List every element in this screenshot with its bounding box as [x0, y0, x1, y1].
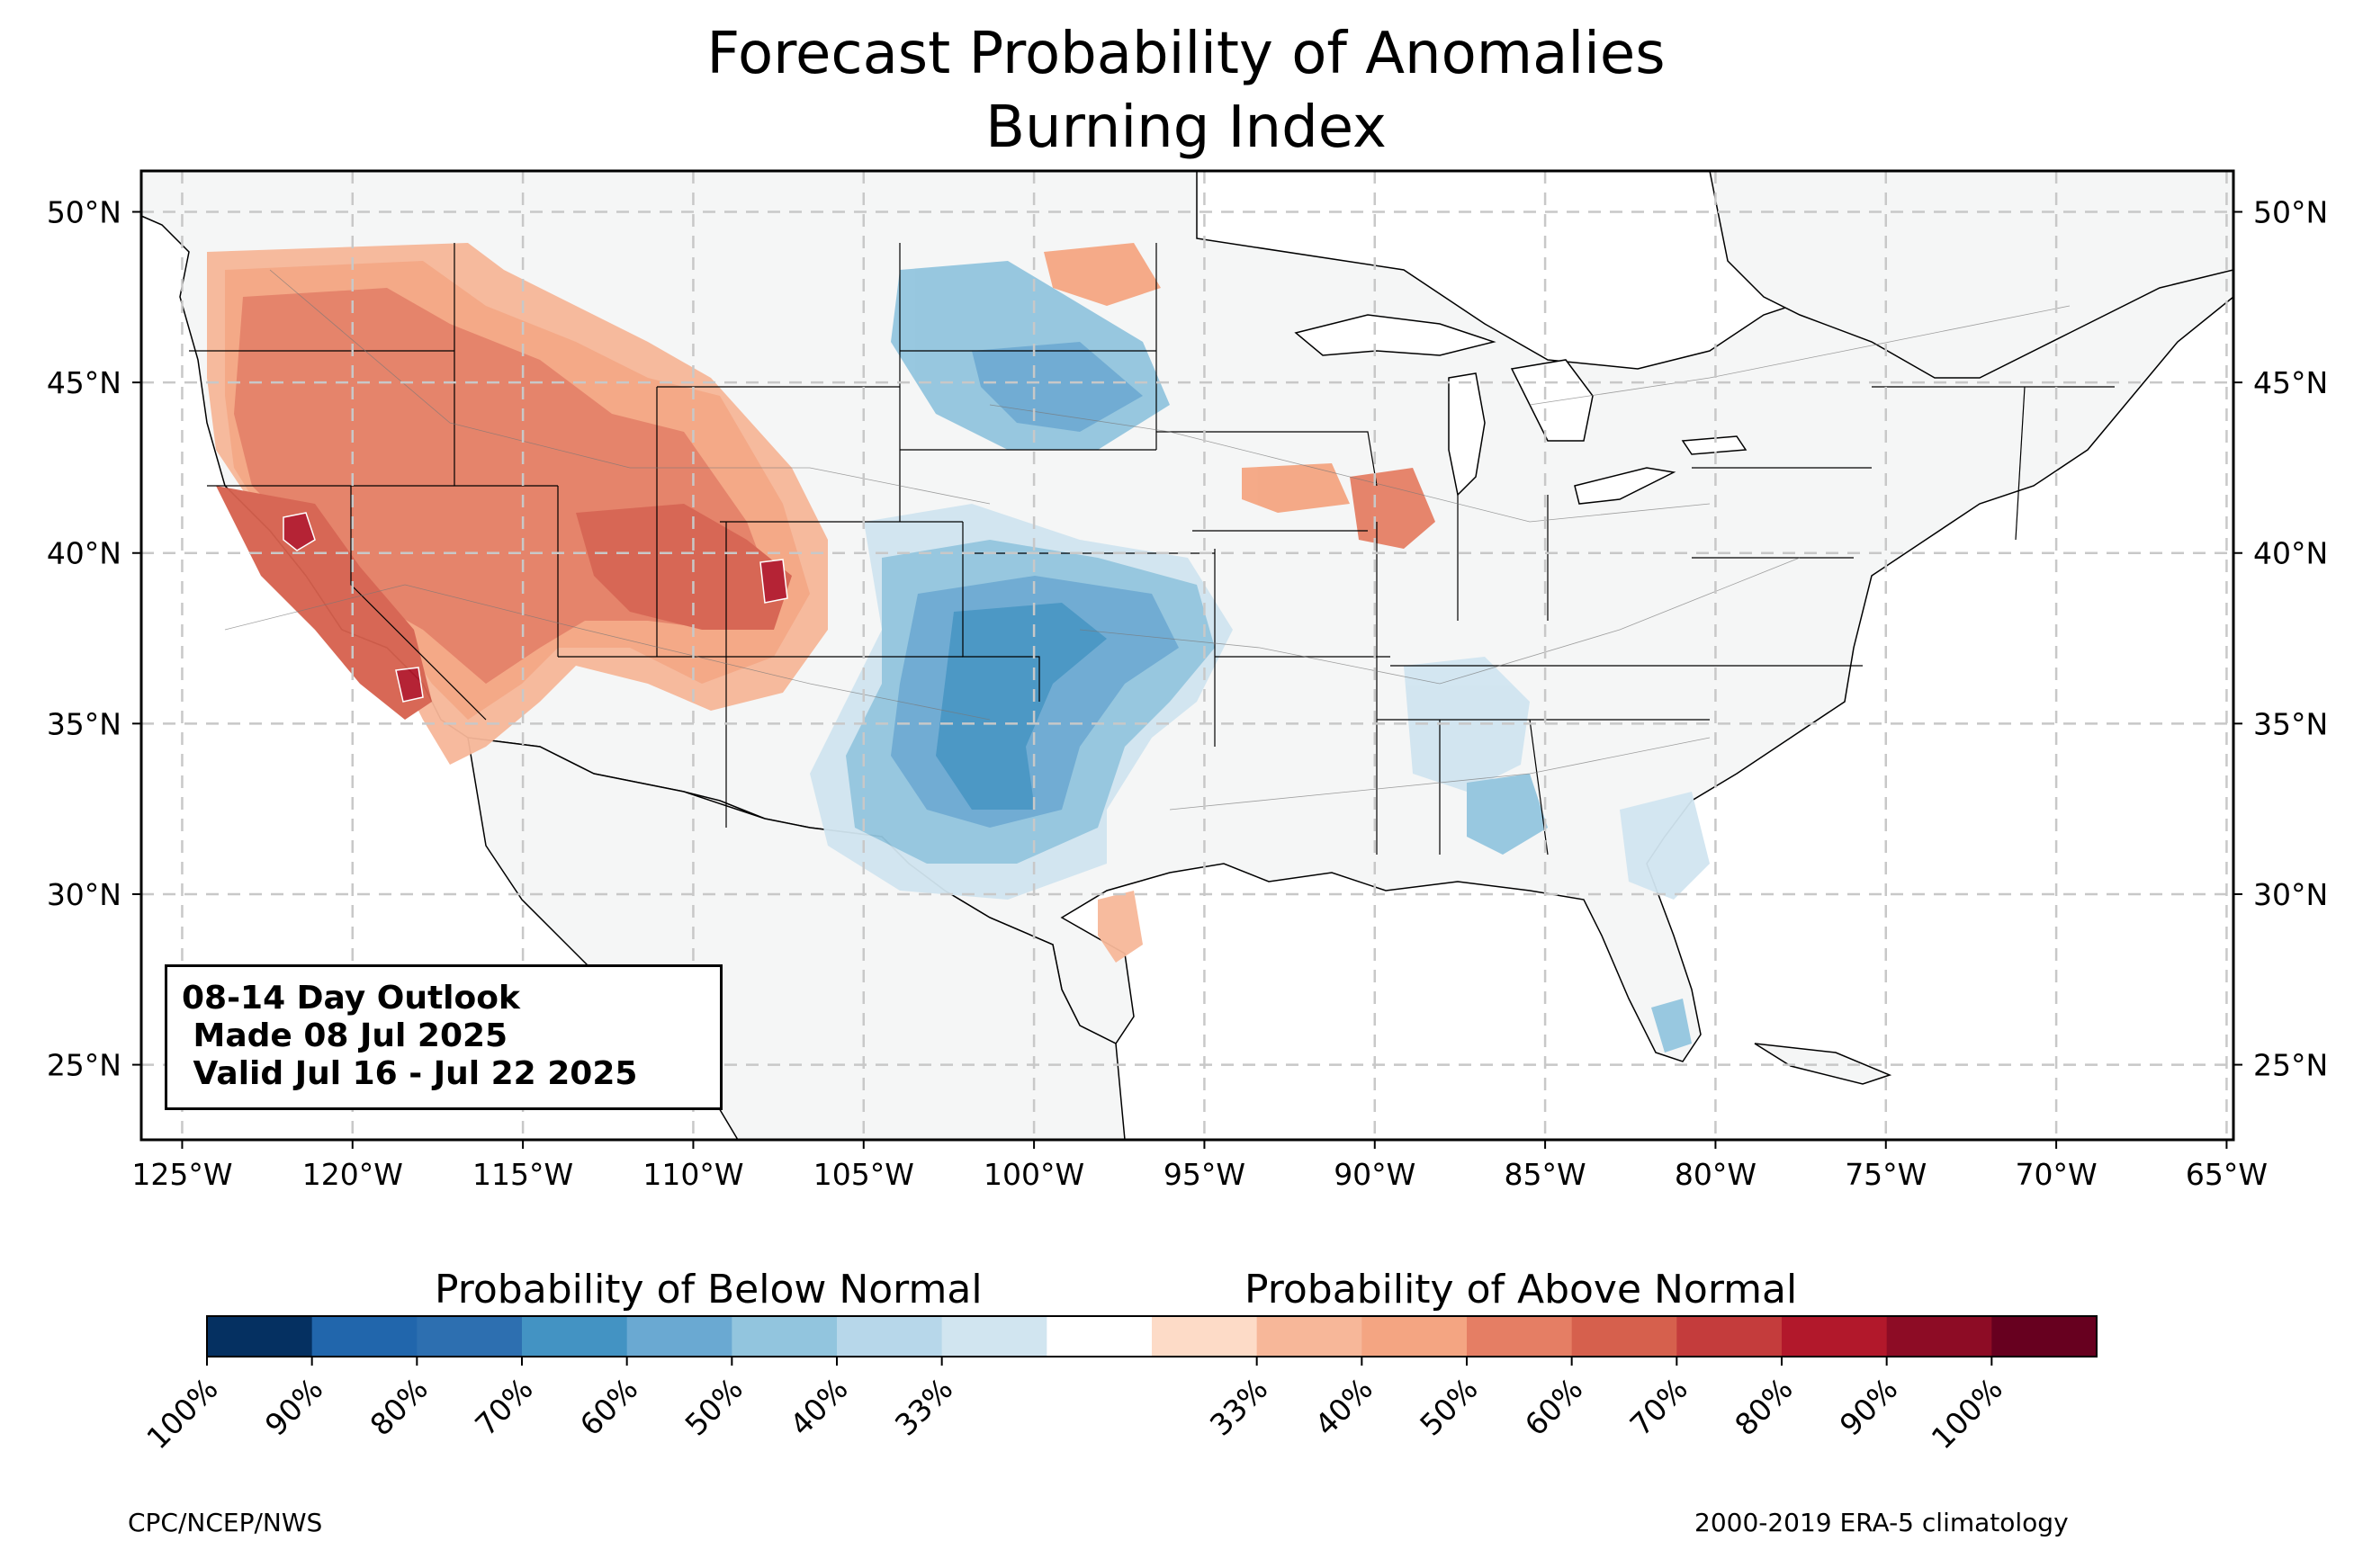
above-normal-label: Probability of Above Normal	[1244, 1267, 1798, 1313]
lat-tick-label: 40°N	[47, 536, 121, 571]
lon-tick-label: 110°W	[642, 1157, 743, 1192]
lon-tick-label: 80°W	[1675, 1157, 1757, 1192]
colorbar-swatch	[311, 1316, 418, 1357]
map-frame	[139, 169, 2235, 1142]
colorbar-tick-label: 33%	[1203, 1371, 1274, 1442]
colorbar-tick-label: 80%	[364, 1371, 435, 1442]
land-cuba	[1754, 1043, 1892, 1085]
colorbar-swatch	[1571, 1316, 1677, 1357]
colorbar-swatch	[207, 1316, 313, 1357]
lon-tick-label: 90°W	[1334, 1157, 1415, 1192]
lat-tick-label: 25°N	[2253, 1048, 2328, 1083]
colorbar-swatch	[1676, 1316, 1783, 1357]
colorbar-tick-label: 50%	[1413, 1371, 1484, 1442]
outlook-period: 08-14 Day Outlook	[182, 980, 520, 1017]
colorbar-swatch	[1886, 1316, 1992, 1357]
colorbar-swatch	[941, 1316, 1047, 1357]
colorbar-swatch	[417, 1316, 523, 1357]
outlook-made-date: Made 08 Jul 2025	[182, 1017, 508, 1054]
lon-tick-label: 85°W	[1505, 1157, 1586, 1192]
lat-ticks-left: 50°N 45°N 40°N 35°N 30°N 25°N	[47, 195, 141, 1083]
lat-tick-label: 35°N	[2253, 706, 2328, 741]
colorbar-swatch	[1991, 1316, 2098, 1357]
colorbar-swatch	[837, 1316, 943, 1357]
colorbar-swatch	[1467, 1316, 1573, 1357]
lat-tick-label: 30°N	[47, 877, 121, 912]
lon-tick-label: 105°W	[813, 1157, 914, 1192]
colorbar-swatch	[732, 1316, 838, 1357]
lon-tick-label: 95°W	[1164, 1157, 1245, 1192]
lake-michigan	[1448, 372, 1486, 497]
colorbar-tick-label: 90%	[1833, 1371, 1904, 1442]
footer-source: CPC/NCEP/NWS	[128, 1508, 323, 1537]
colorbar-tick-label: 100%	[139, 1371, 224, 1456]
lat-tick-label: 45°N	[47, 365, 121, 400]
lake-erie	[1574, 467, 1676, 505]
lon-tick-label: 125°W	[131, 1157, 232, 1192]
lat-tick-label: 35°N	[47, 706, 121, 741]
lon-tick-label: 70°W	[2016, 1157, 2098, 1192]
colorbar-tick-label: 60%	[573, 1371, 644, 1442]
lat-ticks-right: 50°N 45°N 40°N 35°N 30°N 25°N	[2233, 195, 2328, 1083]
lat-tick-label: 40°N	[2253, 536, 2328, 571]
lat-tick-label: 50°N	[2253, 195, 2328, 230]
lat-tick-label: 45°N	[2253, 365, 2328, 400]
colorbar-tick-label: 80%	[1728, 1371, 1799, 1442]
colorbar-tick-label: 60%	[1518, 1371, 1589, 1442]
outlook-valid-dates: Valid Jul 16 - Jul 22 2025	[182, 1055, 638, 1092]
colorbar-swatch	[1047, 1316, 1153, 1357]
colorbar-tick-label: 100%	[1925, 1371, 2009, 1456]
colorbar-tick-label: 50%	[678, 1371, 750, 1442]
highway-lines	[224, 269, 2071, 811]
colorbar: 100% 90% 80% 70% 60% 50% 40% 33% 33% 40% 50% 60% 70%…	[139, 1315, 2098, 1456]
colorbar-tick-label: 40%	[783, 1371, 854, 1442]
lake-superior	[1294, 314, 1496, 356]
map-title-line1: Forecast Probability of Anomalies	[706, 21, 1666, 87]
colorbar-tick-label: 70%	[468, 1371, 539, 1442]
colorbar-tick-label: 33%	[888, 1371, 959, 1442]
lon-tick-label: 75°W	[1845, 1157, 1927, 1192]
lat-tick-label: 30°N	[2253, 877, 2328, 912]
lon-tick-label: 100°W	[984, 1157, 1084, 1192]
colorbar-frame	[206, 1315, 2098, 1357]
outlook-info-box: 08-14 Day Outlook Made 08 Jul 2025 Valid…	[165, 964, 723, 1110]
state-boundaries	[189, 243, 2115, 856]
lat-tick-label: 25°N	[47, 1048, 121, 1083]
lon-tick-label: 120°W	[302, 1157, 403, 1192]
lake-ontario	[1681, 435, 1748, 455]
land-canada-east	[1709, 171, 2233, 379]
colorbar-swatch	[1361, 1316, 1468, 1357]
colorbar-swatch	[626, 1316, 732, 1357]
colorbar-swatch	[1782, 1316, 1888, 1357]
colorbar-swatch	[522, 1316, 628, 1357]
colorbar-tick-label: 40%	[1308, 1371, 1379, 1442]
colorbar-tick-label: 90%	[258, 1371, 329, 1442]
colorbar-tick-label: 70%	[1623, 1371, 1694, 1442]
map-title-line2: Burning Index	[985, 94, 1387, 161]
colorbar-swatch	[1256, 1316, 1362, 1357]
below-normal-label: Probability of Below Normal	[435, 1267, 983, 1313]
lon-ticks-bottom: 125°W 120°W 115°W 110°W 105°W 100°W 95°W 90°W 85…	[131, 1140, 2268, 1192]
colorbar-swatch	[1152, 1316, 1258, 1357]
footer-climatology: 2000-2019 ERA-5 climatology	[1694, 1508, 2069, 1537]
lon-tick-label: 65°W	[2186, 1157, 2268, 1192]
lat-tick-label: 50°N	[47, 195, 121, 230]
lon-tick-label: 115°W	[472, 1157, 573, 1192]
